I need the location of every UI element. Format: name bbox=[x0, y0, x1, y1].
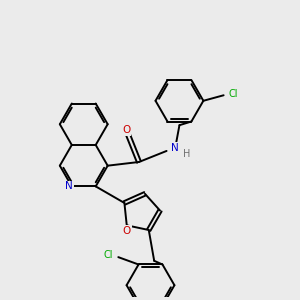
Text: Cl: Cl bbox=[103, 250, 113, 260]
Text: N: N bbox=[171, 143, 178, 153]
Text: O: O bbox=[122, 125, 130, 135]
Text: Cl: Cl bbox=[229, 89, 238, 99]
Text: O: O bbox=[123, 226, 131, 236]
Text: H: H bbox=[183, 149, 190, 159]
Text: N: N bbox=[65, 182, 73, 191]
